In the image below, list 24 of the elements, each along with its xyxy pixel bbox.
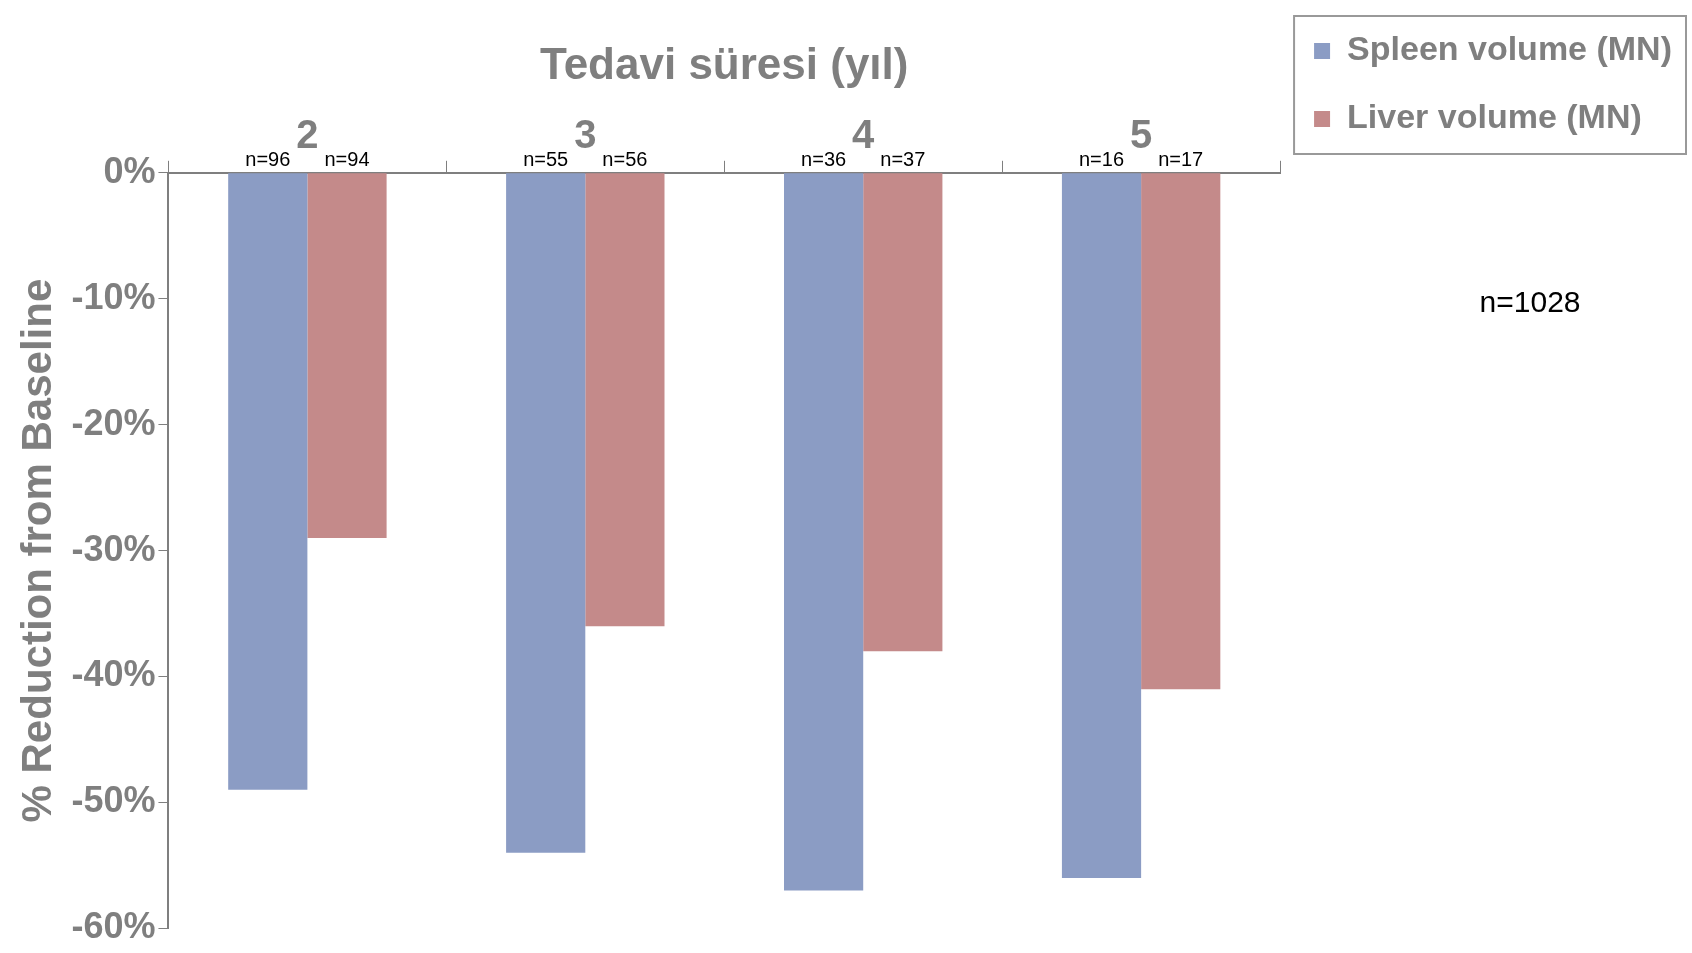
x-tick-label: 2 — [296, 111, 319, 156]
y-axis-title: % Reduction from Baseline — [12, 278, 60, 823]
y-tick-label: -10% — [71, 275, 156, 317]
annotation: n=96 — [245, 148, 291, 171]
y-tick-label: -30% — [71, 527, 156, 569]
annotation: n=37 — [880, 148, 926, 171]
annotation: n=94 — [324, 148, 370, 171]
x-axis-title: Tedavi süresi (yıl) — [540, 38, 909, 88]
text: n=1028 — [1479, 285, 1581, 319]
annotation: n=36 — [801, 148, 847, 171]
annotation: n=17 — [1158, 148, 1204, 171]
y-tick-label: -40% — [71, 653, 156, 695]
annotation: n=16 — [1078, 148, 1125, 171]
x-tick-label: 3 — [574, 111, 597, 156]
x-tick-label: 4 — [852, 111, 876, 156]
y-tick-label: -60% — [71, 905, 156, 947]
legend-label: Spleen volume (MN) — [1347, 29, 1673, 68]
annotation: n=55 — [523, 148, 569, 171]
annotation: n=56 — [602, 148, 648, 171]
legend-label: Liver volume (MN) — [1347, 97, 1642, 136]
y-tick-label: -50% — [71, 779, 156, 821]
x-tick-label: 5 — [1130, 111, 1153, 156]
y-tick-label: 0% — [103, 149, 156, 191]
y-tick-label: -20% — [71, 401, 156, 443]
